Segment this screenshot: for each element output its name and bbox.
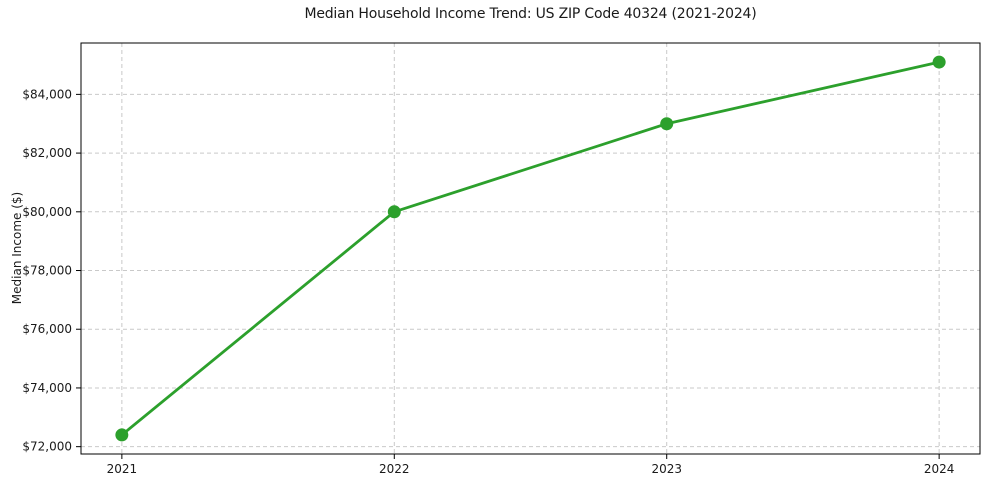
- x-tick-label: 2021: [107, 462, 138, 476]
- y-tick-label: $84,000: [22, 87, 72, 101]
- chart-title: Median Household Income Trend: US ZIP Co…: [304, 6, 757, 22]
- y-tick-label: $78,000: [22, 264, 72, 278]
- data-point-marker: [932, 55, 946, 69]
- data-point-marker: [115, 428, 129, 442]
- trend-line: [120, 60, 941, 437]
- y-tick-label: $74,000: [22, 381, 72, 395]
- y-tick-label: $80,000: [22, 205, 72, 219]
- plot-border: [80, 42, 981, 455]
- data-point-marker: [660, 117, 674, 131]
- y-tick-label: $82,000: [22, 146, 72, 160]
- x-tick-label: 2024: [924, 462, 955, 476]
- y-tick-label: $76,000: [22, 322, 72, 336]
- data-point-marker: [387, 205, 401, 219]
- x-tick-label: 2023: [651, 462, 682, 476]
- y-tick-label: $72,000: [22, 440, 72, 454]
- x-tick-label: 2022: [379, 462, 410, 476]
